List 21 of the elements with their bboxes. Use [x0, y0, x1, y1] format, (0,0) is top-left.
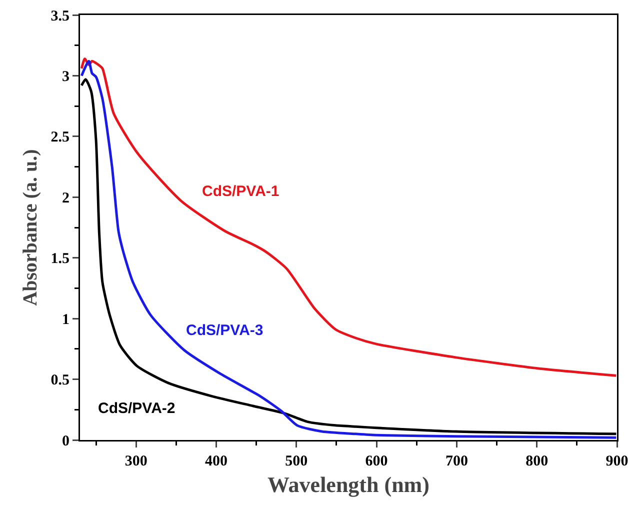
- x-tick-label: 900: [606, 454, 628, 470]
- x-tick-label: 500: [285, 454, 308, 470]
- series-label: CdS/PVA-1: [202, 183, 280, 200]
- y-tick-label: 0.5: [50, 372, 70, 389]
- line-series: [80, 57, 617, 377]
- y-tick-label: 3.5: [50, 8, 70, 24]
- y-tick-label: 2.5: [50, 130, 70, 146]
- x-tick-label: 400: [205, 454, 228, 470]
- series-label: CdS/PVA-3: [186, 322, 264, 339]
- y-tick-label: 0: [62, 433, 70, 450]
- y-axis-title: Absorbance (a. u.): [20, 149, 42, 306]
- x-tick-label: 300: [124, 454, 148, 470]
- x-tick-label: 700: [445, 454, 468, 470]
- x-tick-label: 800: [526, 454, 548, 470]
- series-label: CdS/PVA-2: [98, 400, 176, 417]
- x-axis-title: Wavelength (nm): [268, 472, 430, 498]
- y-tick-label: 3: [62, 68, 70, 85]
- y-tick-label: 1.5: [50, 251, 70, 268]
- y-tick-label: 2: [62, 190, 70, 206]
- y-tick-label: 1: [62, 312, 70, 328]
- x-tick-label: 600: [365, 454, 388, 470]
